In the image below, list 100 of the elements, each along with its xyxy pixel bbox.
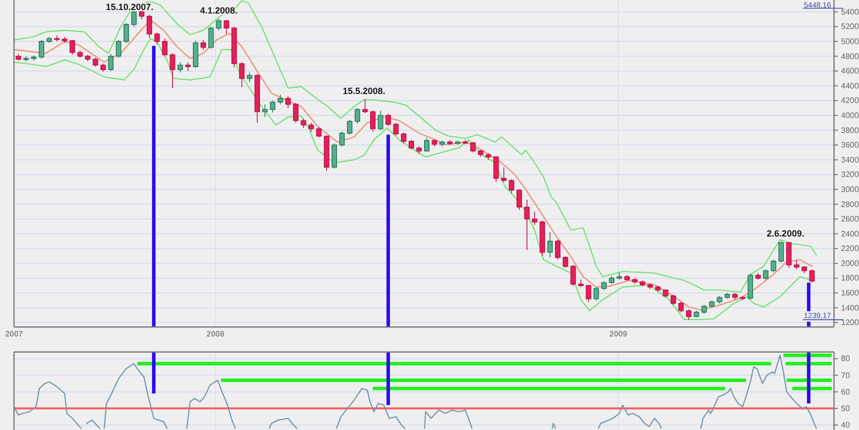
candlestick <box>208 26 214 50</box>
y-tick-label: 5400 <box>841 7 859 16</box>
candlestick <box>748 273 754 300</box>
candlestick <box>570 264 576 287</box>
candlestick <box>270 100 276 113</box>
candlestick <box>647 282 653 290</box>
y-tick-label: 1400 <box>841 303 859 312</box>
candlestick <box>524 199 530 250</box>
y-tick-label: 2600 <box>841 214 859 224</box>
candlestick <box>562 256 568 268</box>
y-tick-label: 4800 <box>841 52 859 61</box>
candlestick <box>802 266 807 274</box>
y-tick-label: 2400 <box>841 229 859 238</box>
candlestick <box>100 63 106 72</box>
y-tick-label: 80 <box>841 354 850 364</box>
candlestick <box>354 108 360 124</box>
candlestick <box>23 56 29 62</box>
candlestick <box>709 300 715 308</box>
candlestick <box>470 142 476 153</box>
candlestick <box>694 310 700 318</box>
candlestick <box>786 242 792 268</box>
candlestick <box>616 272 622 280</box>
candlestick <box>200 40 206 51</box>
candlestick <box>532 211 538 226</box>
candlestick <box>285 96 291 108</box>
candlestick <box>154 32 160 45</box>
candlestick <box>632 278 638 284</box>
candlestick <box>794 260 800 270</box>
candlestick <box>386 114 391 126</box>
candlestick <box>408 139 414 150</box>
candlestick <box>370 110 376 132</box>
candlestick <box>809 268 815 284</box>
candlestick <box>686 308 692 320</box>
y-tick-label: 50 <box>841 404 850 413</box>
candlestick <box>346 119 352 136</box>
candlestick <box>216 18 222 31</box>
candlestick <box>493 156 499 182</box>
candlestick <box>170 52 176 88</box>
y-tick-label: 2000 <box>841 258 859 268</box>
candlestick <box>162 38 168 57</box>
y-tick-label: 3800 <box>841 126 859 135</box>
y-tick-label: 1200 <box>841 318 859 328</box>
candlestick <box>224 20 230 34</box>
candlestick <box>254 74 260 124</box>
candlestick <box>594 286 599 301</box>
candlestick <box>124 22 129 44</box>
candlestick <box>300 118 306 128</box>
candlestick <box>624 274 630 282</box>
candlestick <box>655 285 661 292</box>
candlestick <box>439 140 445 147</box>
y-tick-label: 1600 <box>841 288 859 298</box>
candlestick <box>262 104 268 118</box>
candlestick <box>478 150 484 158</box>
x-tick-label: 2009 <box>609 330 628 339</box>
candlestick <box>400 132 406 144</box>
candlestick <box>278 94 284 105</box>
candlestick <box>608 276 614 284</box>
candlestick <box>640 280 646 287</box>
candlestick <box>46 36 52 44</box>
candlestick <box>755 272 761 280</box>
candlestick <box>239 62 245 88</box>
candlestick <box>16 54 22 62</box>
y-tick-label: 3600 <box>841 140 859 150</box>
candlestick <box>601 280 607 290</box>
candlestick <box>555 239 560 260</box>
candlestick <box>770 259 776 273</box>
candlestick <box>540 220 546 256</box>
candlestick <box>138 10 144 20</box>
candlestick <box>146 14 152 38</box>
candlestick <box>662 288 668 298</box>
candlestick <box>85 54 90 62</box>
candlestick <box>38 40 44 59</box>
candlestick <box>62 36 68 44</box>
candlestick <box>54 35 60 42</box>
candlestick <box>231 26 237 68</box>
candlestick <box>316 126 322 138</box>
candlestick <box>501 166 507 182</box>
candlestick <box>339 131 345 147</box>
candlestick <box>716 296 722 304</box>
y-tick-label: 4200 <box>841 96 859 106</box>
candlestick <box>70 40 76 56</box>
candlestick <box>108 54 114 72</box>
candlestick <box>732 292 738 300</box>
y-tick-label: 4400 <box>841 81 859 90</box>
candlestick <box>424 137 430 152</box>
y-tick-label: 5000 <box>841 36 859 46</box>
candlestick <box>324 134 330 172</box>
candlestick <box>332 143 338 170</box>
candlestick <box>670 294 676 306</box>
x-tick-label: 2007 <box>5 330 24 339</box>
candlestick <box>454 140 460 146</box>
y-tick-label: 2800 <box>841 200 859 209</box>
candlestick <box>116 40 122 58</box>
candlestick <box>293 102 298 124</box>
y-tick-label: 5200 <box>841 22 859 32</box>
candlestick <box>740 296 746 301</box>
y-tick-label: 4000 <box>841 110 859 120</box>
y-tick-label: 4600 <box>841 66 859 76</box>
candlestick <box>246 72 252 83</box>
x-tick-label: 2008 <box>206 330 225 339</box>
